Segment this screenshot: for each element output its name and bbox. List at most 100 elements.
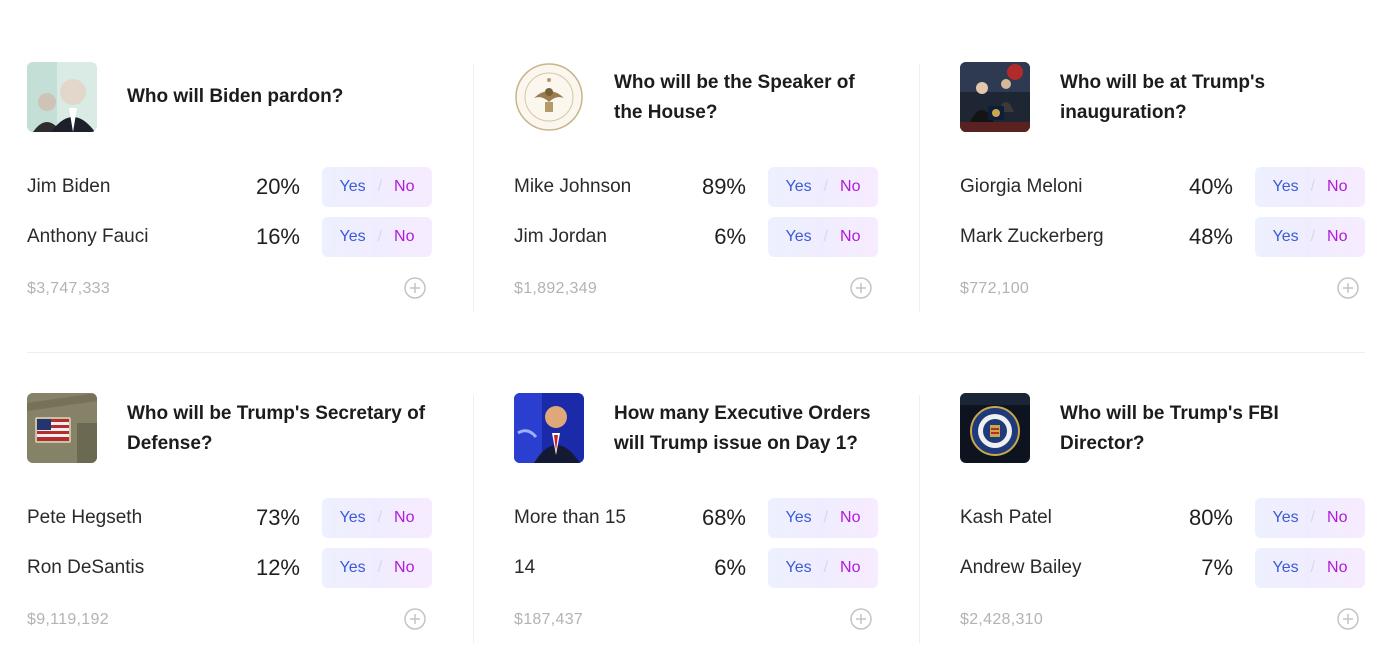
plus-circle-icon: [850, 608, 872, 630]
no-button[interactable]: No: [1327, 509, 1348, 526]
add-market-button[interactable]: [404, 277, 426, 299]
yes-no-toggle: Yes / No: [322, 217, 432, 257]
market-card-speaker[interactable]: Who will be the Speaker of the House? Mi…: [514, 62, 878, 312]
market-image[interactable]: [514, 62, 584, 132]
plus-circle-icon: [1337, 277, 1359, 299]
yes-button[interactable]: Yes: [1272, 178, 1299, 195]
outcome-row: Ron DeSantis 12% Yes / No: [27, 548, 432, 588]
outcome-name: Giorgia Meloni: [960, 176, 1083, 197]
separator: /: [377, 559, 383, 576]
separator: /: [823, 228, 829, 245]
market-title[interactable]: How many Executive Orders will Trump iss…: [614, 403, 871, 454]
yes-button[interactable]: Yes: [785, 559, 812, 576]
outcome-name: Mike Johnson: [514, 176, 632, 197]
market-image[interactable]: [27, 393, 97, 463]
outcome-percent: 48%: [1188, 224, 1233, 249]
yes-button[interactable]: Yes: [785, 509, 812, 526]
no-button[interactable]: No: [394, 228, 415, 245]
yes-no-toggle: Yes / No: [1255, 167, 1365, 207]
market-card-fbi-director[interactable]: Who will be Trump's FBI Director? Kash P…: [960, 393, 1365, 643]
outcome-row: Kash Patel 80% Yes / No: [960, 498, 1365, 538]
market-card-executive-orders[interactable]: How many Executive Orders will Trump iss…: [514, 393, 878, 643]
market-volume: $772,100: [960, 280, 1030, 297]
outcome-name: Pete Hegseth: [27, 507, 143, 528]
plus-circle-icon: [404, 277, 426, 299]
add-market-button[interactable]: [404, 608, 426, 630]
no-button[interactable]: No: [840, 178, 861, 195]
yes-no-toggle: Yes / No: [322, 167, 432, 207]
yes-button[interactable]: Yes: [339, 228, 366, 245]
outcome-percent: 80%: [1188, 505, 1233, 530]
no-button[interactable]: No: [394, 509, 415, 526]
no-button[interactable]: No: [1327, 178, 1348, 195]
outcome-percent: 16%: [255, 224, 300, 249]
market-volume: $9,119,192: [27, 611, 109, 628]
separator: /: [1310, 228, 1316, 245]
no-button[interactable]: No: [840, 509, 861, 526]
market-card-inauguration[interactable]: Who will be at Trump's inauguration? Gio…: [960, 62, 1365, 312]
market-row: Who will be Trump's Secretary of Defense…: [27, 393, 1365, 653]
outcome-name: More than 15: [514, 507, 626, 528]
outcome-row: Mark Zuckerberg 48% Yes / No: [960, 217, 1365, 257]
market-card-biden-pardon[interactable]: Who will Biden pardon? Jim Biden 20% Yes…: [27, 62, 432, 312]
no-button[interactable]: No: [1327, 228, 1348, 245]
column-divider: [473, 395, 474, 643]
column-divider: [919, 64, 920, 312]
outcome-percent: 12%: [255, 555, 300, 580]
yes-button[interactable]: Yes: [1272, 509, 1299, 526]
outcome-percent: 6%: [714, 555, 746, 580]
yes-button[interactable]: Yes: [785, 228, 812, 245]
yes-button[interactable]: Yes: [339, 559, 366, 576]
separator: /: [377, 178, 383, 195]
market-title[interactable]: Who will be the Speaker of the House?: [614, 72, 855, 123]
add-market-button[interactable]: [1337, 277, 1359, 299]
outcome-percent: 40%: [1188, 174, 1233, 199]
market-volume: $1,892,349: [514, 280, 598, 297]
add-market-button[interactable]: [850, 277, 872, 299]
separator: /: [1310, 559, 1316, 576]
outcome-name: Kash Patel: [960, 507, 1052, 528]
plus-circle-icon: [1337, 608, 1359, 630]
market-image[interactable]: [27, 62, 97, 132]
yes-button[interactable]: Yes: [339, 509, 366, 526]
yes-button[interactable]: Yes: [339, 178, 366, 195]
yes-no-toggle: Yes / No: [1255, 548, 1365, 588]
outcome-percent: 73%: [255, 505, 300, 530]
market-card-secretary-defense[interactable]: Who will be Trump's Secretary of Defense…: [27, 393, 432, 643]
outcome-name: Jim Jordan: [514, 226, 607, 247]
yes-no-toggle: Yes / No: [322, 498, 432, 538]
outcome-row: Anthony Fauci 16% Yes / No: [27, 217, 432, 257]
outcome-name: 14: [514, 557, 536, 578]
market-title[interactable]: Who will be at Trump's inauguration?: [1060, 72, 1266, 123]
no-button[interactable]: No: [840, 228, 861, 245]
outcome-row: 14 6% Yes / No: [514, 548, 878, 588]
market-image[interactable]: [960, 393, 1030, 463]
market-title[interactable]: Who will Biden pardon?: [127, 86, 344, 107]
outcome-row: Pete Hegseth 73% Yes / No: [27, 498, 432, 538]
no-button[interactable]: No: [840, 559, 861, 576]
yes-no-toggle: Yes / No: [1255, 498, 1365, 538]
outcome-name: Ron DeSantis: [27, 557, 145, 578]
column-divider: [919, 395, 920, 643]
market-volume: $3,747,333: [27, 280, 111, 297]
separator: /: [1310, 178, 1316, 195]
outcome-percent: 89%: [701, 174, 746, 199]
no-button[interactable]: No: [394, 559, 415, 576]
market-volume: $187,437: [514, 611, 584, 628]
yes-button[interactable]: Yes: [785, 178, 812, 195]
market-image[interactable]: [514, 393, 584, 463]
add-market-button[interactable]: [850, 608, 872, 630]
no-button[interactable]: No: [1327, 559, 1348, 576]
outcome-name: Andrew Bailey: [960, 557, 1082, 578]
add-market-button[interactable]: [1337, 608, 1359, 630]
yes-button[interactable]: Yes: [1272, 228, 1299, 245]
market-volume: $2,428,310: [960, 611, 1044, 628]
market-title[interactable]: Who will be Trump's FBI Director?: [1060, 403, 1279, 454]
market-title[interactable]: Who will be Trump's Secretary of Defense…: [127, 403, 426, 454]
outcome-row: Mike Johnson 89% Yes / No: [514, 167, 878, 207]
yes-button[interactable]: Yes: [1272, 559, 1299, 576]
market-image[interactable]: [960, 62, 1030, 132]
yes-no-toggle: Yes / No: [768, 167, 878, 207]
no-button[interactable]: No: [394, 178, 415, 195]
